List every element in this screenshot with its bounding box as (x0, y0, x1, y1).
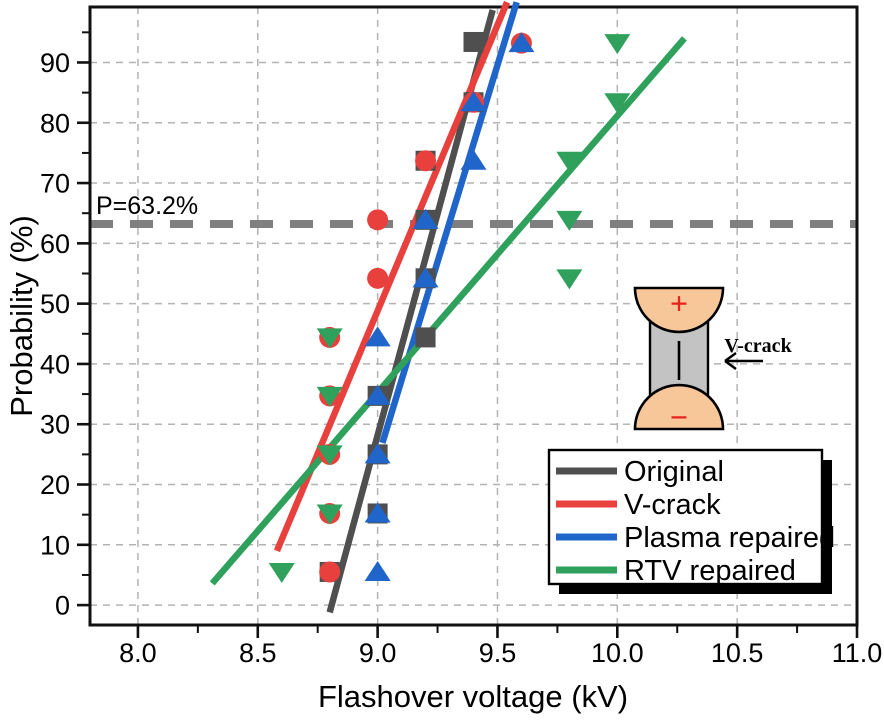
y-axis-title: Probability (%) (4, 215, 39, 417)
v-crack-arrow-icon (724, 352, 763, 370)
legend: Original V-crack Plasma repaired RTV rep… (547, 448, 835, 594)
top-electrode (633, 286, 725, 334)
x-tick-label: 8.0 (119, 638, 157, 668)
y-tick-label: 80 (40, 108, 70, 138)
x-tick-label: 10.0 (591, 638, 644, 668)
marker-v-crack (319, 561, 341, 583)
marker-rtv-repaired (316, 328, 343, 349)
legend-label-rtv-repaired: RTV repaired (624, 555, 796, 587)
markers-layer (268, 31, 631, 583)
legend-entry-original: Original (556, 456, 724, 488)
legend-entry-v-crack: V-crack (556, 489, 721, 521)
marker-rtv-repaired (604, 34, 631, 55)
marker-original (415, 327, 436, 348)
y-tick-label: 90 (40, 48, 70, 78)
axes-frame-layer (77, 5, 859, 638)
electrode-inset: + − V-crack (633, 285, 793, 435)
marker-rtv-repaired (556, 269, 583, 290)
marker-original (463, 31, 484, 52)
marker-plasma-repaired (364, 384, 391, 405)
marker-v-crack (415, 150, 437, 172)
legend-entry-plasma-repaired: Plasma repaired (556, 522, 835, 554)
y-tick-label: 0 (55, 591, 70, 621)
marker-plasma-repaired (364, 443, 391, 464)
marker-plasma-repaired (460, 149, 487, 170)
y-tick-label: 50 (40, 289, 70, 319)
y-tick-label: 30 (40, 410, 70, 440)
legend-entry-rtv-repaired: RTV repaired (556, 555, 796, 587)
tick-label-layer: 8.0 8.5 9.0 9.5 10.0 10.5 11.0 0 10 20 30 40 50 60 70 8… (40, 48, 882, 668)
x-tick-label: 10.5 (711, 638, 764, 668)
legend-label-original: Original (624, 456, 724, 488)
plot-frame (88, 5, 859, 627)
y-tick-label: 60 (40, 229, 70, 259)
y-tick-label: 10 (40, 530, 70, 560)
marker-plasma-repaired (412, 267, 439, 288)
marker-v-crack (367, 267, 389, 289)
marker-plasma-repaired (364, 326, 391, 347)
y-tick-label: 20 (40, 470, 70, 500)
fit-line-rtv-repaired (209, 36, 687, 586)
p-line-label: P=63.2% (96, 192, 198, 220)
marker-rtv-repaired (556, 210, 583, 231)
marker-v-crack (367, 209, 389, 231)
marker-plasma-repaired (460, 91, 487, 112)
marker-rtv-repaired (604, 93, 631, 114)
marker-plasma-repaired (364, 560, 391, 581)
y-tick-label: 40 (40, 349, 70, 379)
y-tick-label: 70 (40, 169, 70, 199)
x-tick-label: 11.0 (832, 638, 883, 668)
x-tick-label: 9.0 (359, 638, 397, 668)
legend-label-v-crack: V-crack (624, 489, 721, 521)
bottom-electrode (633, 383, 725, 431)
marker-plasma-repaired (412, 208, 439, 229)
v-crack-inset-label: V-crack (724, 335, 792, 357)
marker-rtv-repaired (316, 386, 343, 407)
marker-rtv-repaired (268, 562, 295, 583)
fit-line-plasma-repaired (379, 1, 520, 444)
x-tick-label: 8.5 (239, 638, 277, 668)
x-tick-label: 9.5 (479, 638, 517, 668)
legend-label-plasma-repaired: Plasma repaired (624, 522, 835, 554)
marker-rtv-repaired (556, 151, 583, 172)
plus-electrode-sign: + (670, 285, 688, 321)
marker-plasma-repaired (508, 32, 535, 53)
marker-rtv-repaired (316, 445, 343, 466)
marker-rtv-repaired (316, 504, 343, 525)
marker-plasma-repaired (364, 502, 391, 523)
x-axis-title: Flashover voltage (kV) (318, 679, 628, 714)
minus-electrode-sign: − (670, 399, 688, 435)
